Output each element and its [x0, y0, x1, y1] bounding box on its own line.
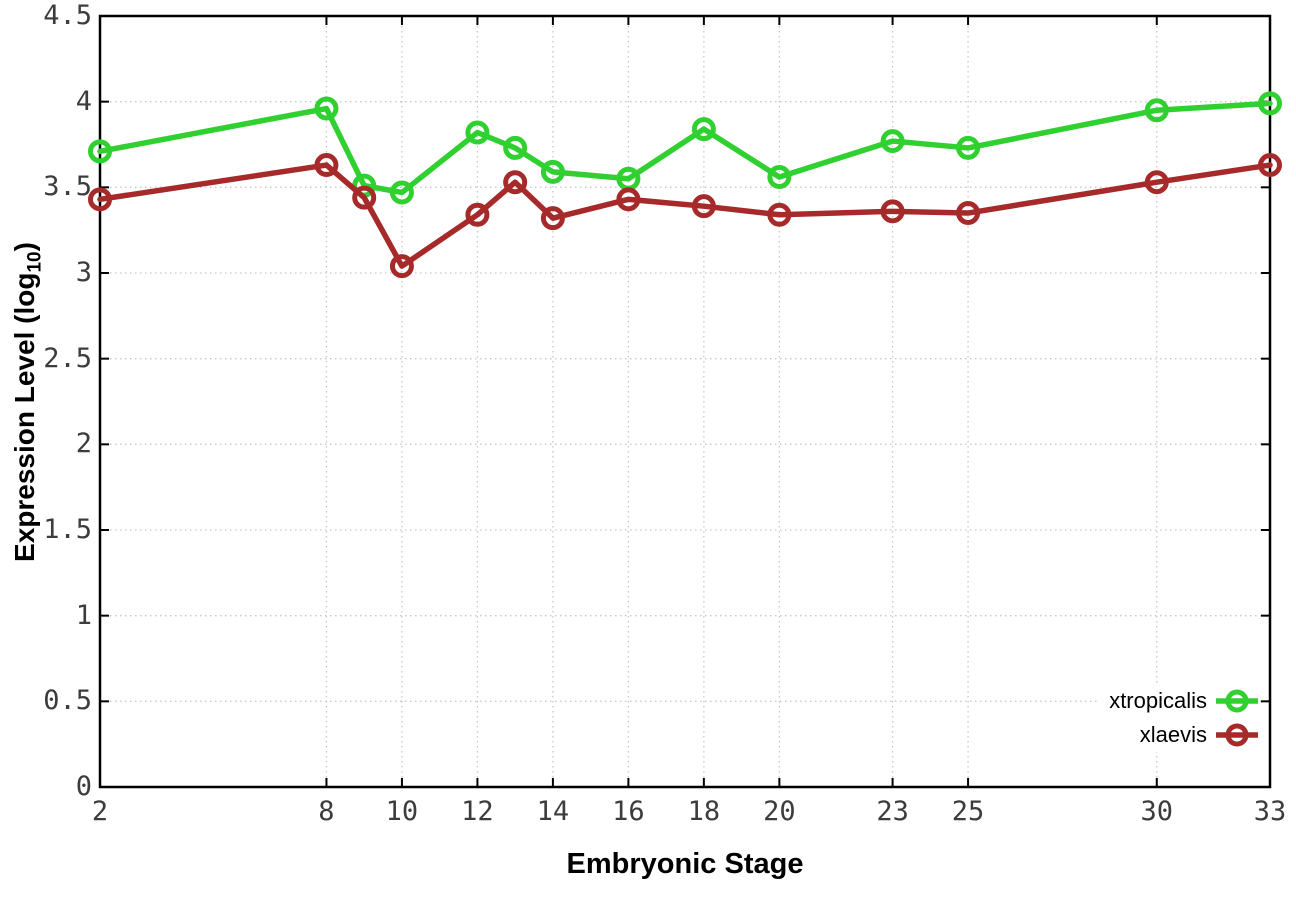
legend-item-xtropicalis: xtropicalis — [1109, 684, 1258, 718]
legend-item-xlaevis: xlaevis — [1109, 718, 1258, 752]
legend-marker-xlaevis — [1216, 723, 1258, 747]
data-point-xlaevis-stage-18 — [691, 194, 716, 219]
y-axis-title-suffix: ) — [9, 242, 40, 252]
x-tick-label-18: 18 — [687, 796, 721, 827]
data-point-xtropicalis-stage-23 — [880, 129, 905, 154]
data-point-xlaevis-stage-9 — [352, 185, 377, 210]
y-axis-title: Expression Level (log10) — [8, 16, 46, 788]
data-point-xlaevis-stage-13 — [503, 170, 528, 195]
data-point-xlaevis-stage-10 — [389, 254, 414, 279]
legend: xtropicalis xlaevis — [1099, 684, 1258, 752]
x-tick-label-10: 10 — [385, 796, 419, 827]
x-tick-label-2: 2 — [91, 796, 109, 827]
y-tick-label-1.5: 1.5 — [43, 514, 92, 545]
x-axis-title: Embryonic Stage — [566, 848, 804, 880]
series-line-xlaevis — [97, 162, 1273, 269]
data-point-xlaevis-stage-8 — [314, 153, 339, 178]
data-point-xtropicalis-stage-12 — [465, 120, 490, 145]
x-tick-label-30: 30 — [1140, 796, 1174, 827]
y-tick-label-4.5: 4.5 — [43, 0, 92, 31]
data-point-xtropicalis-stage-30 — [1144, 98, 1169, 123]
x-tick-label-25: 25 — [951, 796, 985, 827]
data-point-xlaevis-stage-14 — [540, 206, 565, 231]
y-tick-label-0: 0 — [75, 771, 92, 802]
data-point-xlaevis-stage-23 — [880, 199, 905, 224]
data-point-xtropicalis-stage-20 — [767, 165, 792, 190]
data-point-xlaevis-stage-2 — [88, 187, 112, 212]
data-point-xtropicalis-stage-10 — [389, 180, 414, 205]
y-tick-label-0.5: 0.5 — [43, 685, 92, 717]
y-tick-label-4: 4 — [75, 85, 92, 117]
x-tick-label-20: 20 — [763, 796, 796, 827]
data-point-xlaevis-stage-30 — [1144, 170, 1169, 195]
y-tick-label-2: 2 — [75, 428, 92, 460]
data-point-xtropicalis-stage-8 — [314, 96, 339, 121]
data-point-xlaevis-stage-12 — [465, 202, 490, 227]
data-point-xtropicalis-stage-25 — [956, 135, 981, 160]
data-point-xlaevis-stage-20 — [767, 202, 792, 227]
data-point-xtropicalis-stage-2 — [88, 139, 112, 164]
y-tick-label-1: 1 — [75, 599, 92, 631]
y-tick-label-3.5: 3.5 — [43, 171, 92, 203]
data-point-xlaevis-stage-33 — [1258, 153, 1282, 178]
y-tick-label-2.5: 2.5 — [43, 342, 92, 374]
legend-label-xlaevis: xlaevis — [1139, 722, 1207, 747]
data-point-xtropicalis-stage-13 — [503, 135, 528, 160]
legend-label-xtropicalis: xtropicalis — [1109, 688, 1207, 713]
x-tick-label-8: 8 — [318, 796, 335, 827]
x-tick-label-33: 33 — [1253, 796, 1287, 827]
data-point-xtropicalis-stage-14 — [540, 159, 565, 184]
data-point-xtropicalis-stage-18 — [691, 117, 716, 142]
legend-marker-xtropicalis — [1216, 689, 1258, 713]
x-tick-label-12: 12 — [461, 796, 494, 827]
y-tick-label-3: 3 — [75, 257, 92, 288]
x-tick-label-16: 16 — [612, 796, 645, 827]
data-point-xlaevis-stage-16 — [616, 187, 641, 212]
data-point-xlaevis-stage-25 — [956, 201, 981, 226]
data-point-xtropicalis-stage-33 — [1258, 91, 1282, 116]
x-tick-label-14: 14 — [536, 796, 570, 827]
x-tick-label-23: 23 — [876, 796, 909, 827]
series-line-xtropicalis — [97, 100, 1273, 196]
plot-border — [98, 14, 1272, 789]
